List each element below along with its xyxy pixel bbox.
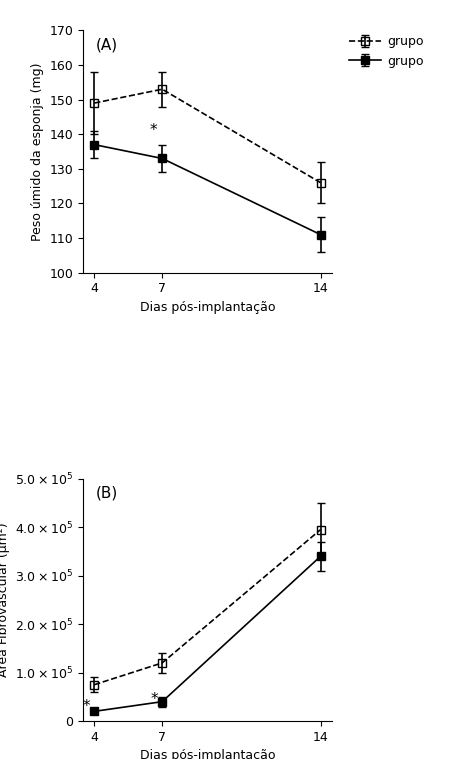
Legend: grupo, grupo: grupo, grupo: [344, 30, 428, 73]
X-axis label: Dias pós-implantação: Dias pós-implantação: [140, 749, 275, 759]
Text: *: *: [149, 123, 157, 137]
Text: *: *: [150, 692, 158, 707]
Text: (B): (B): [95, 486, 118, 501]
Y-axis label: Peso úmido da esponja (mg): Peso úmido da esponja (mg): [31, 62, 44, 241]
Text: (A): (A): [95, 38, 118, 52]
Y-axis label: Área Fibrovascular (μm²): Área Fibrovascular (μm²): [0, 522, 10, 677]
X-axis label: Dias pós-implantação: Dias pós-implantação: [140, 301, 275, 314]
Text: *: *: [83, 699, 90, 713]
